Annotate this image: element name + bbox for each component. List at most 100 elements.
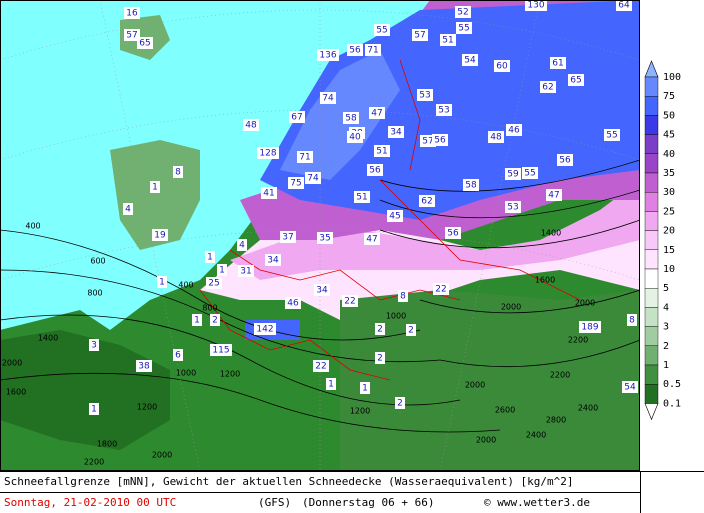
snow-label-box xyxy=(622,381,638,393)
legend-swatch xyxy=(644,364,659,385)
snow-label: 57 xyxy=(414,31,425,41)
legend-label: 2 xyxy=(663,341,669,352)
legend-label: 20 xyxy=(663,226,675,237)
borders xyxy=(199,59,581,381)
snow-label: 19 xyxy=(154,231,166,241)
snow-label-box xyxy=(432,134,448,146)
snow-label-box xyxy=(540,81,556,93)
contour-label: 1600 xyxy=(6,388,26,397)
footer-line1: Schneefallgrenze [mNN], Gewicht der aktu… xyxy=(4,475,574,488)
snow-label-box xyxy=(261,187,277,199)
snow-label: 16 xyxy=(126,9,138,19)
contour-label: 1000 xyxy=(176,369,196,378)
snow-label: 34 xyxy=(390,128,402,138)
snow-label-box xyxy=(417,89,433,101)
contour-label: 800 xyxy=(87,289,102,298)
legend-label: 0.5 xyxy=(663,379,681,390)
contour-label: 1400 xyxy=(541,229,561,238)
snow-label: 22 xyxy=(435,285,446,295)
snow-label-box xyxy=(433,283,449,295)
snow-label: 47 xyxy=(366,235,377,245)
snow-label: 8 xyxy=(629,316,635,326)
snow-label-box xyxy=(398,290,408,302)
legend-label: 0.1 xyxy=(663,398,681,409)
snow-label: 53 xyxy=(438,106,449,116)
contour-label: 1600 xyxy=(535,276,555,285)
snow-label-box xyxy=(360,382,370,394)
legend-label: 75 xyxy=(663,91,675,102)
legend-label: 30 xyxy=(663,187,675,198)
snow-label: 75 xyxy=(290,179,301,189)
legend-swatch xyxy=(644,268,659,289)
snow-label: 52 xyxy=(457,8,468,18)
footer-model: (GFS) xyxy=(258,496,291,509)
snow-label-box xyxy=(367,164,383,176)
snow-label: 56 xyxy=(369,166,381,176)
snow-label-box xyxy=(320,92,336,104)
legend-label: 15 xyxy=(663,245,675,256)
snow-label-box xyxy=(136,360,152,372)
contour-label: 2800 xyxy=(546,416,566,425)
snow-label-box xyxy=(550,57,566,69)
legend-swatch xyxy=(644,153,659,174)
legend-arrow xyxy=(644,60,659,78)
snow-label: 142 xyxy=(256,325,273,335)
snow-label-box xyxy=(210,314,220,326)
legend-arrow xyxy=(644,403,659,421)
snow-label: 60 xyxy=(496,62,508,72)
legend-swatch xyxy=(644,345,659,366)
snow-label: 55 xyxy=(458,24,469,34)
snow-label: 46 xyxy=(508,126,520,136)
snow-label-box xyxy=(387,210,403,222)
legend-label: 50 xyxy=(663,110,675,121)
snow-label: 58 xyxy=(465,181,477,191)
contour-label: 2200 xyxy=(550,371,570,380)
snow-label: 56 xyxy=(349,46,361,56)
snow-label: 54 xyxy=(624,383,636,393)
snow-label: 38 xyxy=(138,362,150,372)
snow-label: 46 xyxy=(287,299,299,309)
snow-label-box xyxy=(124,7,140,19)
snow-label: 1 xyxy=(91,405,97,415)
snow-label: 136 xyxy=(319,51,336,61)
snow-label-box xyxy=(369,107,385,119)
legend-label: 1 xyxy=(663,360,669,371)
snow-label-box xyxy=(365,44,381,56)
snow-label-box xyxy=(257,147,279,159)
snow-label-box xyxy=(317,49,339,61)
legend-swatch xyxy=(644,172,659,193)
contour-label: 2000 xyxy=(476,436,496,445)
snow-label: 8 xyxy=(400,292,406,302)
contour-label: 1800 xyxy=(97,440,117,449)
snow-label-box xyxy=(265,254,281,266)
snow-label-box xyxy=(579,321,601,333)
snow-label-box xyxy=(89,339,99,351)
snow-label: 56 xyxy=(447,229,459,239)
snow-label-box xyxy=(419,195,435,207)
snow-label-box xyxy=(313,360,329,372)
legend-label: 100 xyxy=(663,72,681,83)
snow-label-box xyxy=(440,34,456,46)
snow-label-box xyxy=(456,22,472,34)
snow-label: 74 xyxy=(322,94,334,104)
snow-label-box xyxy=(375,352,385,364)
snow-label: 65 xyxy=(139,39,150,49)
legend-swatch xyxy=(644,384,659,404)
snow-label-box xyxy=(627,314,637,326)
snow-label-box xyxy=(280,231,296,243)
snow-label-box xyxy=(137,37,153,49)
snow-label: 48 xyxy=(245,121,257,131)
snow-label: 2 xyxy=(212,316,218,326)
contour-label: 1400 xyxy=(38,334,58,343)
snow-label: 61 xyxy=(552,59,563,69)
contour-label: 2000 xyxy=(2,359,22,368)
snow-label-box xyxy=(505,201,521,213)
land xyxy=(0,0,640,471)
footer-date: Sonntag, 21-02-2010 00 UTC xyxy=(4,496,176,509)
snow-label: 74 xyxy=(307,174,319,184)
legend-swatch xyxy=(644,211,659,231)
snow-label-box xyxy=(395,397,405,409)
snow-label-box xyxy=(374,24,390,36)
legend-label: 4 xyxy=(663,302,669,313)
snow-label: 4 xyxy=(125,205,131,215)
